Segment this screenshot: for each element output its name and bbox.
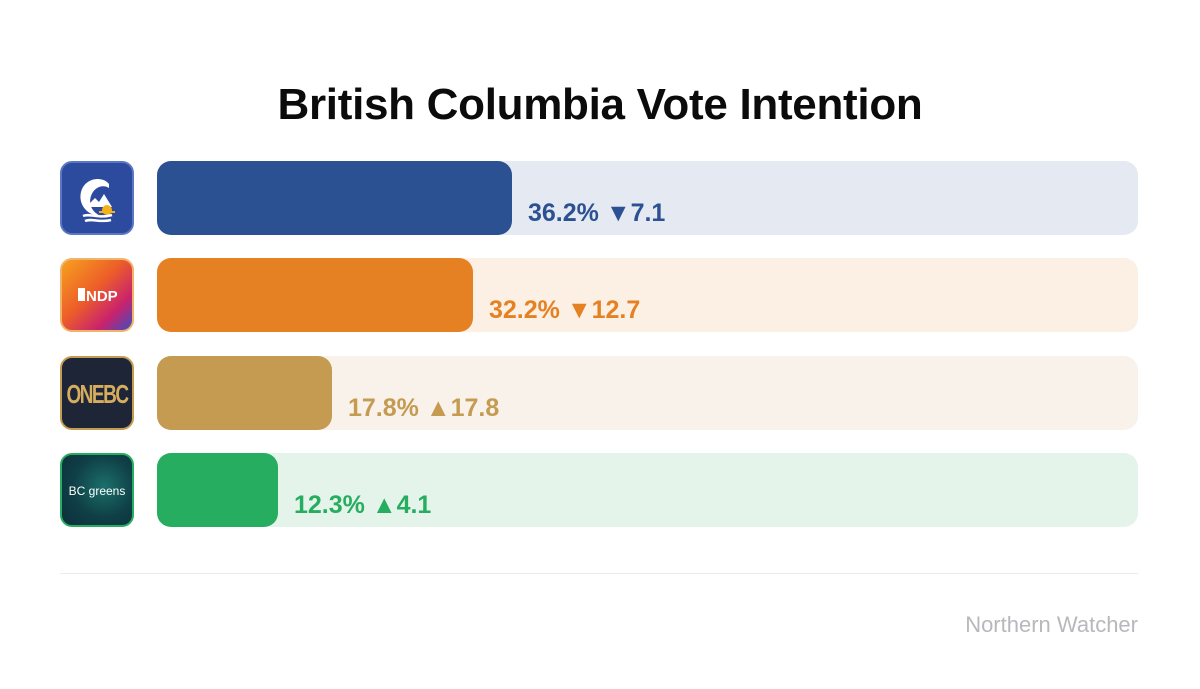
bar-value — [157, 453, 278, 527]
data-label: 12.3% ▲4.1 — [294, 491, 432, 519]
svg-text:NDP: NDP — [86, 288, 118, 305]
bc-ndp-logo-icon: NDP — [60, 258, 134, 332]
bar-track — [157, 453, 1138, 527]
bar-track — [157, 258, 1138, 332]
bar-row-onebc: ONEBC 17.8% ▲17.8 — [0, 356, 1200, 432]
bar-value — [157, 161, 512, 235]
bar-value — [157, 258, 473, 332]
bar-value — [157, 356, 332, 430]
bar-row-ndp: NDP 32.2% ▼12.7 — [0, 258, 1200, 334]
data-label: 32.2% ▼12.7 — [489, 296, 641, 324]
footer-divider — [60, 573, 1138, 574]
bar-track — [157, 356, 1138, 430]
svg-text:ONEBC: ONEBC — [66, 380, 128, 408]
bar-row-greens: BC greens 12.3% ▲4.1 — [0, 453, 1200, 529]
data-label: 17.8% ▲17.8 — [348, 394, 500, 422]
bar-track — [157, 161, 1138, 235]
onebc-logo-icon: ONEBC — [60, 356, 134, 430]
svg-text:BC greens: BC greens — [69, 484, 126, 498]
source-credit: Northern Watcher — [965, 612, 1138, 637]
data-label: 36.2% ▼7.1 — [528, 199, 666, 227]
bar-row-conservative: 36.2% ▼7.1 — [0, 161, 1200, 237]
chart-title: British Columbia Vote Intention — [277, 80, 923, 129]
bc-conservative-logo-icon — [60, 161, 134, 235]
bc-greens-logo-icon: BC greens — [60, 453, 134, 527]
